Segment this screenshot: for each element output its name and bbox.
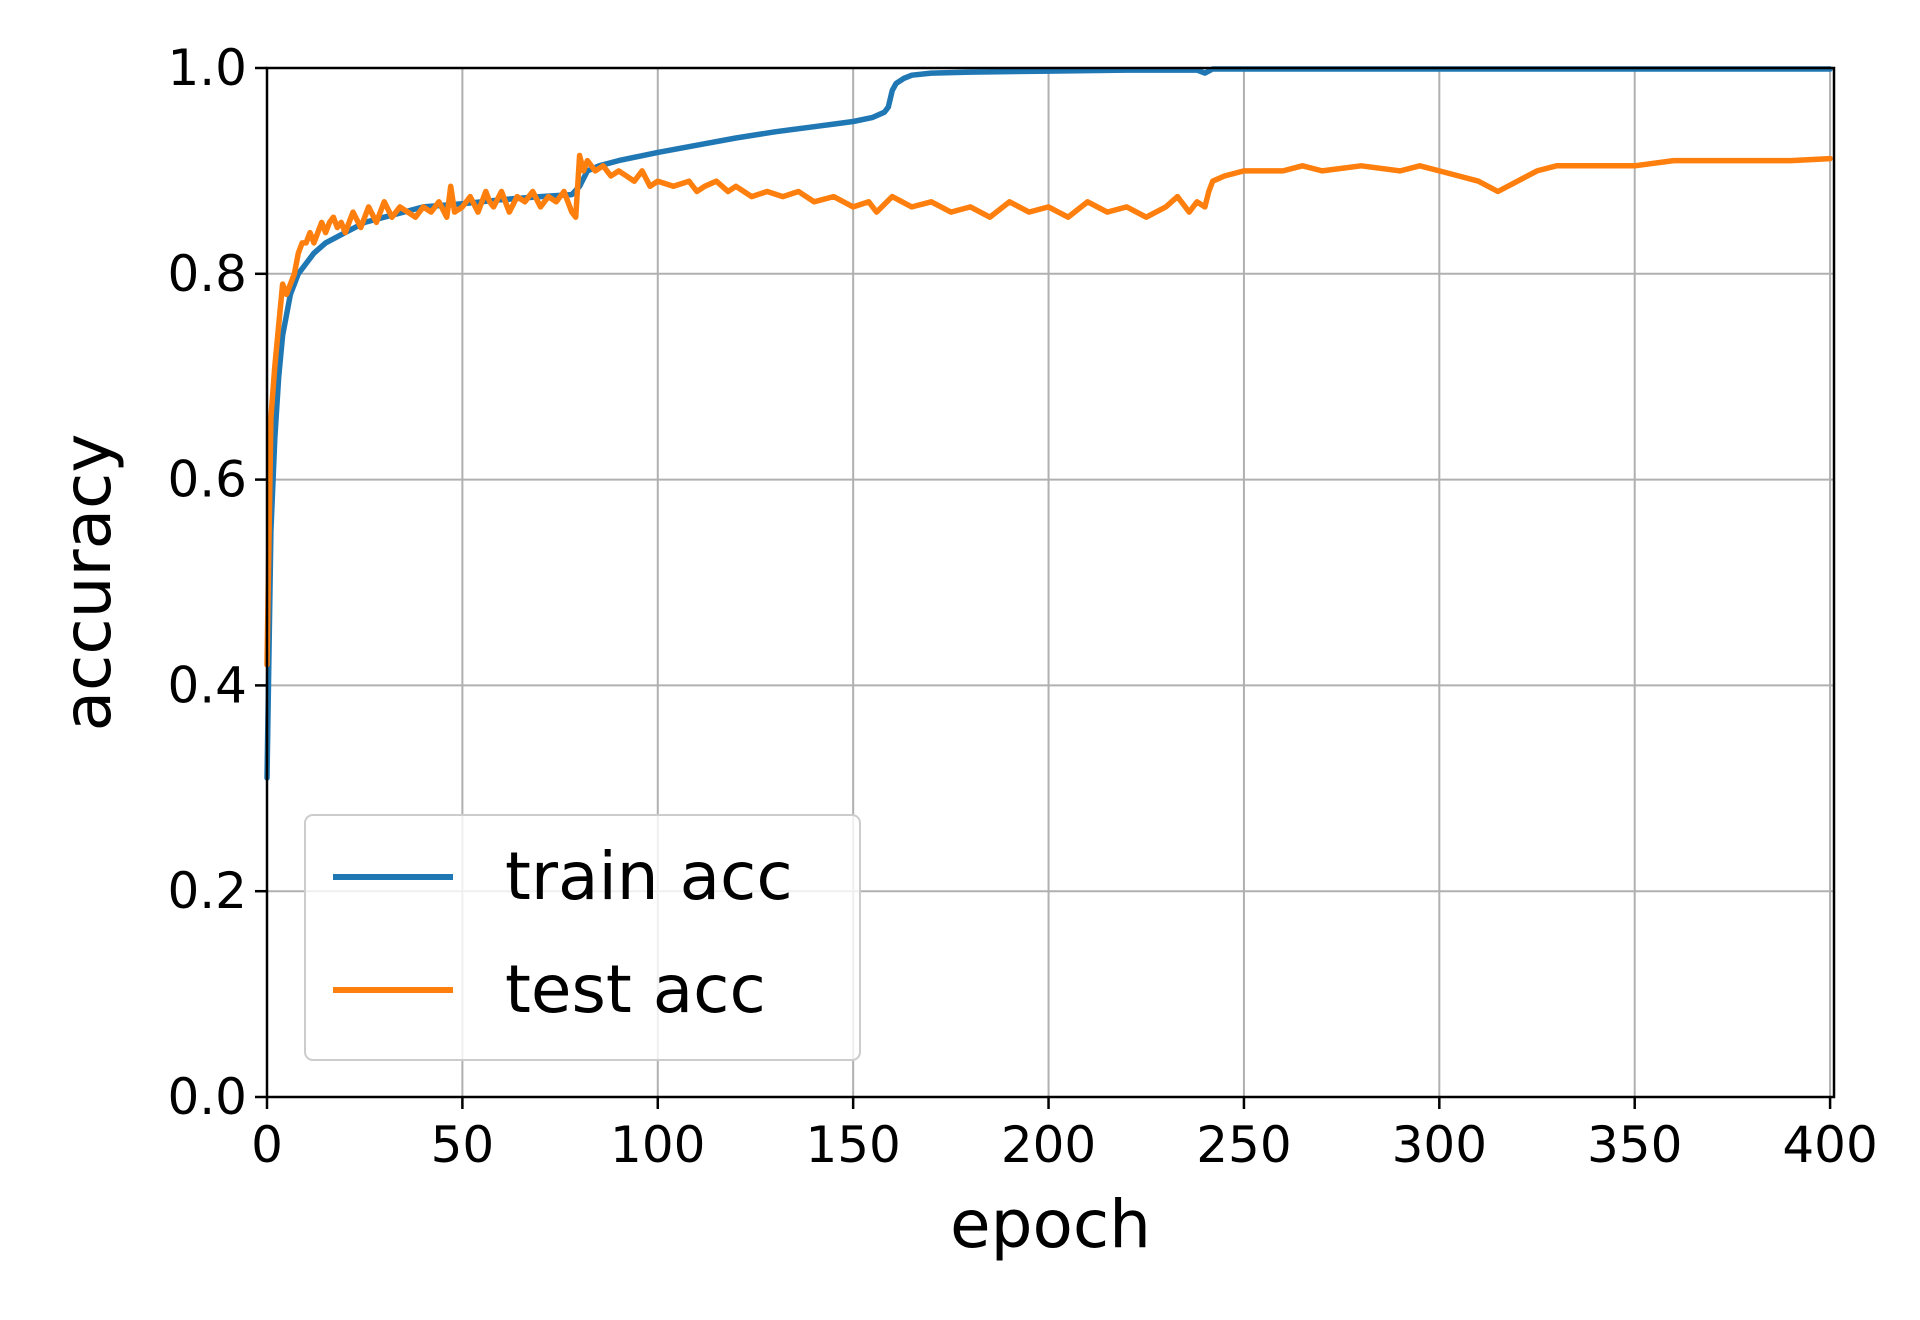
x-tick-label: 400	[1782, 1116, 1877, 1174]
y-tick-label: 0.6	[167, 451, 247, 509]
y-tick-label: 0.8	[167, 245, 247, 303]
plot-frame	[265, 66, 1836, 1099]
legend: train acc test acc	[304, 814, 861, 1061]
x-tick-label: 0	[251, 1116, 283, 1174]
x-axis-title: epoch	[950, 1186, 1151, 1263]
series-line-train-acc	[264, 66, 1833, 781]
x-tick-label: 100	[610, 1116, 705, 1174]
x-tick-label: 150	[805, 1116, 900, 1174]
y-axis-title: accuracy	[49, 434, 126, 732]
y-tick-label: 0.4	[167, 656, 247, 714]
x-tick-label: 250	[1196, 1116, 1291, 1174]
x-tick-label: 350	[1587, 1116, 1682, 1174]
series-line-test-acc	[264, 152, 1833, 668]
ticks: 0 50 100 150 200 250 300 350 400 0.0 0.2 0.4 0.6 0.8 1…	[167, 39, 1877, 1174]
y-tick-label: 1.0	[167, 39, 247, 97]
legend-label: train acc	[505, 838, 793, 915]
x-tick-label: 300	[1392, 1116, 1487, 1174]
x-tick-label: 200	[1001, 1116, 1096, 1174]
legend-label: test acc	[505, 951, 766, 1028]
series-layer	[264, 66, 1833, 781]
y-tick-label: 0.2	[167, 862, 247, 920]
x-tick-label: 50	[431, 1116, 495, 1174]
y-tick-label: 0.0	[167, 1068, 247, 1126]
